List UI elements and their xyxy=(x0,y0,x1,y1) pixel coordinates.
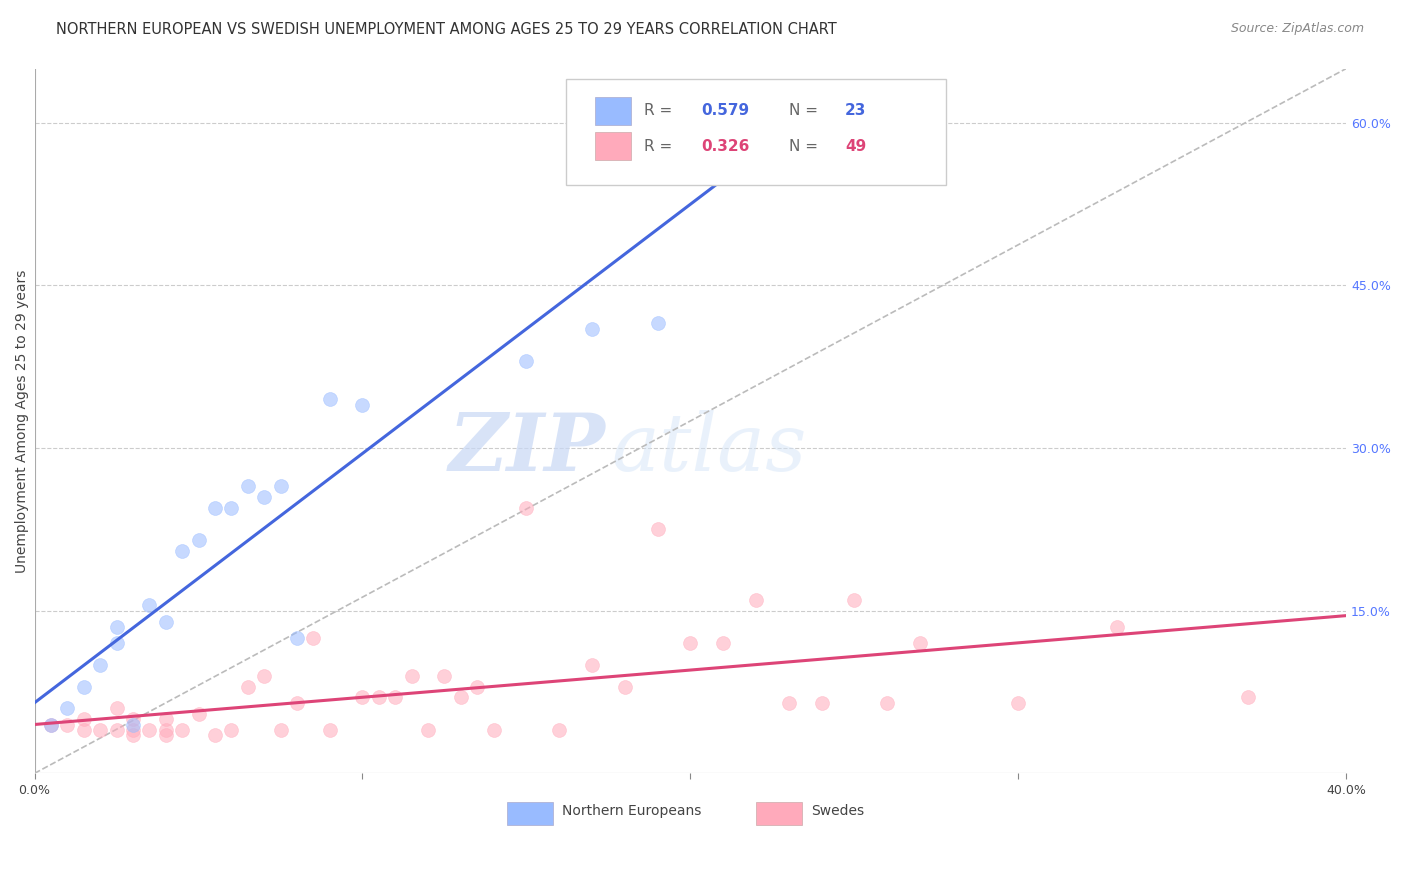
Point xyxy=(73,680,96,694)
Point xyxy=(187,706,209,721)
Point xyxy=(711,94,734,108)
Point xyxy=(647,316,669,330)
Point xyxy=(810,696,832,710)
Point xyxy=(548,723,571,737)
Point xyxy=(73,723,96,737)
Text: R =: R = xyxy=(644,103,678,119)
Point xyxy=(187,533,209,548)
Point xyxy=(581,322,603,336)
Point xyxy=(155,712,177,726)
Point xyxy=(318,392,340,407)
Point xyxy=(401,669,423,683)
Text: Northern Europeans: Northern Europeans xyxy=(562,805,702,818)
Point xyxy=(236,479,259,493)
Text: Swedes: Swedes xyxy=(811,805,865,818)
Point xyxy=(515,500,537,515)
Point xyxy=(367,690,389,705)
Point xyxy=(172,723,194,737)
Point xyxy=(465,680,488,694)
Point xyxy=(105,701,128,715)
Point xyxy=(778,696,800,710)
Point xyxy=(221,500,243,515)
Point xyxy=(352,398,374,412)
Text: N =: N = xyxy=(789,103,823,119)
Point xyxy=(285,696,308,710)
Text: NORTHERN EUROPEAN VS SWEDISH UNEMPLOYMENT AMONG AGES 25 TO 29 YEARS CORRELATION : NORTHERN EUROPEAN VS SWEDISH UNEMPLOYMEN… xyxy=(56,22,837,37)
Point xyxy=(204,500,226,515)
Point xyxy=(416,723,439,737)
Text: 0.326: 0.326 xyxy=(702,138,749,153)
Point xyxy=(285,631,308,645)
Point xyxy=(679,636,702,650)
Point xyxy=(155,615,177,629)
Point xyxy=(515,354,537,368)
Point xyxy=(302,631,325,645)
FancyBboxPatch shape xyxy=(506,802,553,825)
Text: ZIP: ZIP xyxy=(449,410,605,488)
Point xyxy=(581,657,603,672)
Point xyxy=(39,717,62,731)
Point xyxy=(270,479,292,493)
Text: atlas: atlas xyxy=(612,410,807,488)
Point xyxy=(138,723,160,737)
Point xyxy=(253,669,276,683)
Point xyxy=(105,620,128,634)
Point xyxy=(204,728,226,742)
Point xyxy=(89,723,111,737)
Y-axis label: Unemployment Among Ages 25 to 29 years: Unemployment Among Ages 25 to 29 years xyxy=(15,269,30,573)
Point xyxy=(122,723,145,737)
Point xyxy=(56,717,79,731)
Text: R =: R = xyxy=(644,138,678,153)
Text: 49: 49 xyxy=(845,138,866,153)
Point xyxy=(172,544,194,558)
Point xyxy=(105,636,128,650)
Point xyxy=(105,723,128,737)
Point xyxy=(89,657,111,672)
FancyBboxPatch shape xyxy=(595,132,631,161)
Point xyxy=(450,690,472,705)
Point xyxy=(253,490,276,504)
Text: 23: 23 xyxy=(845,103,866,119)
Point xyxy=(876,696,898,710)
FancyBboxPatch shape xyxy=(756,802,801,825)
Point xyxy=(221,723,243,737)
Point xyxy=(318,723,340,737)
Point xyxy=(482,723,505,737)
Point xyxy=(236,680,259,694)
Point xyxy=(1237,690,1260,705)
Point xyxy=(908,636,931,650)
Point xyxy=(711,636,734,650)
Point xyxy=(352,690,374,705)
Point xyxy=(1105,620,1128,634)
Point xyxy=(122,712,145,726)
Point xyxy=(122,717,145,731)
Point xyxy=(270,723,292,737)
Point xyxy=(155,723,177,737)
Point xyxy=(155,728,177,742)
Point xyxy=(613,680,636,694)
FancyBboxPatch shape xyxy=(595,96,631,125)
Point xyxy=(433,669,456,683)
Point xyxy=(1007,696,1029,710)
Point xyxy=(745,592,768,607)
Point xyxy=(39,717,62,731)
Text: N =: N = xyxy=(789,138,823,153)
Point xyxy=(122,728,145,742)
Point xyxy=(844,592,866,607)
Point xyxy=(384,690,406,705)
Text: Source: ZipAtlas.com: Source: ZipAtlas.com xyxy=(1230,22,1364,36)
Point xyxy=(73,712,96,726)
FancyBboxPatch shape xyxy=(565,79,946,185)
Text: 0.579: 0.579 xyxy=(702,103,749,119)
Point xyxy=(647,522,669,536)
Point xyxy=(56,701,79,715)
Point xyxy=(138,599,160,613)
